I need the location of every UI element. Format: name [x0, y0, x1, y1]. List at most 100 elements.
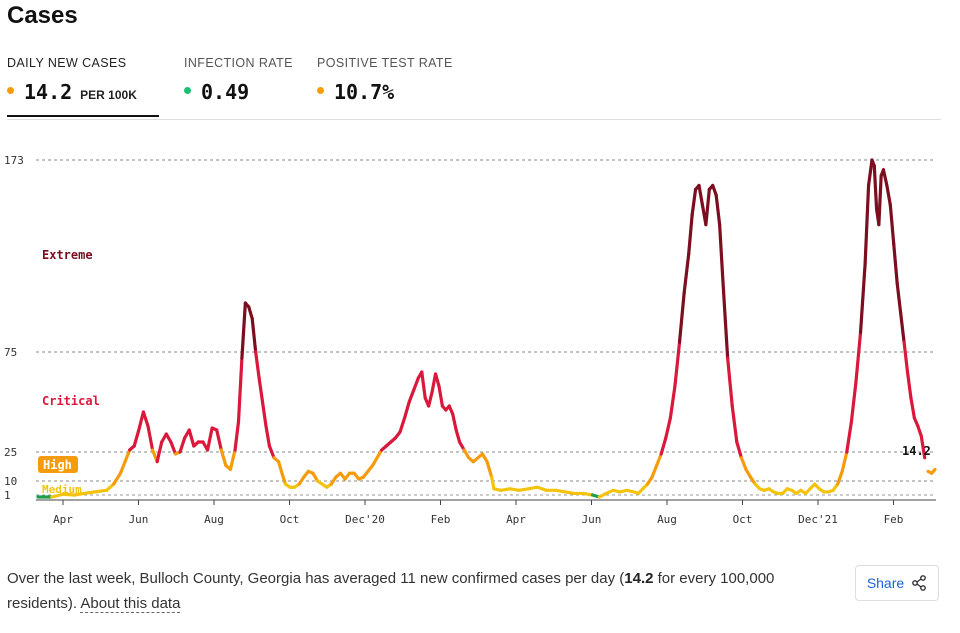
series-segment	[155, 440, 164, 464]
y-tick-label: 1	[4, 489, 11, 502]
series-segment	[849, 380, 858, 424]
series-segment	[402, 400, 411, 420]
series-segment	[677, 291, 686, 344]
x-tick-label: Oct	[733, 513, 753, 526]
series-segment	[267, 444, 276, 460]
x-tick-label: Oct	[280, 513, 300, 526]
series-segment	[718, 223, 725, 286]
metric-label: INFECTION RATE	[184, 56, 293, 70]
caption-highlight: 14.2	[624, 570, 654, 587]
series-segment	[697, 183, 705, 207]
x-tick-label: Feb	[884, 513, 904, 526]
series-segment	[254, 350, 261, 380]
x-tick-label: Apr	[53, 513, 73, 526]
series-segment	[112, 471, 123, 486]
series-segment	[726, 356, 734, 408]
metric-label: POSITIVE TEST RATE	[317, 56, 453, 70]
series-segment	[872, 164, 879, 211]
series-segment	[141, 410, 150, 428]
series-segment	[840, 450, 849, 473]
series-segment	[205, 426, 214, 452]
metric-positive-test-rate[interactable]: POSITIVE TEST RATE 10.7%	[317, 56, 453, 104]
series-segment	[866, 158, 874, 188]
x-tick-label: Jun	[129, 513, 149, 526]
series-segment	[427, 390, 434, 408]
series-segment	[228, 448, 237, 471]
series-segment	[881, 168, 889, 188]
y-tick-label: 25	[4, 446, 17, 459]
series-segment	[264, 424, 272, 448]
series-segment	[535, 485, 549, 492]
x-tick-label: Jun	[582, 513, 602, 526]
series-segment	[123, 448, 132, 464]
series-segment	[704, 187, 711, 227]
series-segment	[659, 436, 668, 456]
series-segment	[178, 436, 187, 454]
series-segment	[899, 311, 906, 344]
series-segment	[655, 452, 663, 468]
share-icon	[912, 575, 927, 591]
series-segment	[169, 440, 178, 456]
series-segment	[885, 183, 892, 207]
series-segment	[433, 372, 441, 388]
series-segment	[247, 305, 254, 321]
series-segment	[412, 376, 420, 392]
metric-infection-rate[interactable]: INFECTION RATE 0.49	[184, 56, 293, 104]
x-tick-label: Aug	[204, 513, 224, 526]
series-segment	[61, 492, 77, 497]
series-segment	[485, 460, 494, 479]
series-segment	[219, 448, 228, 468]
share-button[interactable]: Share	[855, 565, 939, 601]
series-segment	[276, 460, 284, 475]
status-dot-icon	[7, 87, 14, 94]
series-segment	[682, 252, 691, 295]
page-title: Cases	[7, 2, 78, 29]
series-segment	[280, 471, 288, 486]
series-segment	[892, 242, 899, 286]
level-badge-high	[38, 456, 78, 473]
series-segment	[877, 174, 883, 227]
level-label-critical: Critical	[42, 394, 100, 408]
series-segment	[50, 492, 65, 499]
summary-caption: Over the last week, Bulloch County, Geor…	[7, 566, 807, 616]
series-segment	[854, 330, 863, 384]
series-segment	[146, 424, 155, 452]
level-label-high: High	[43, 458, 72, 472]
metric-value: 10.7%	[334, 80, 395, 104]
series-segment	[895, 281, 903, 315]
series-segment	[93, 488, 109, 494]
y-tick-label: 173	[4, 154, 24, 167]
series-segment	[260, 400, 268, 428]
about-data-link[interactable]: About this data	[80, 595, 181, 613]
series-segment	[721, 281, 730, 360]
series-segment	[233, 420, 241, 452]
level-label-medium: Medium	[42, 483, 82, 496]
series-segment	[730, 404, 739, 444]
current-value-label: 14.2	[902, 444, 931, 458]
series-segment	[902, 340, 910, 374]
series-segment	[420, 370, 427, 400]
series-segment	[236, 356, 244, 424]
tab-divider	[7, 119, 941, 120]
series-segment	[690, 187, 698, 217]
status-dot-icon	[317, 87, 324, 94]
series-segment	[451, 412, 458, 432]
caption-text-end: for every 100,000 residents).	[7, 570, 775, 612]
share-label: Share	[866, 575, 905, 591]
series-segment	[673, 340, 682, 388]
active-tab-indicator	[7, 115, 159, 117]
series-segment	[863, 183, 871, 266]
series-segment	[650, 463, 659, 479]
metric-value: 14.2	[24, 80, 73, 104]
x-tick-label: Feb	[431, 513, 451, 526]
series-segment	[929, 467, 937, 475]
x-tick-label: Apr	[506, 513, 526, 526]
series-segment	[711, 183, 718, 197]
x-tick-label: Dec'20	[345, 513, 385, 526]
series-segment	[137, 410, 145, 432]
series-segment	[215, 428, 223, 452]
metric-label: DAILY NEW CASES	[7, 56, 127, 70]
series-segment	[735, 440, 743, 460]
metric-daily-new-cases[interactable]: DAILY NEW CASES 14.2 PER 100K	[7, 56, 137, 104]
x-tick-label: Dec'21	[798, 513, 838, 526]
